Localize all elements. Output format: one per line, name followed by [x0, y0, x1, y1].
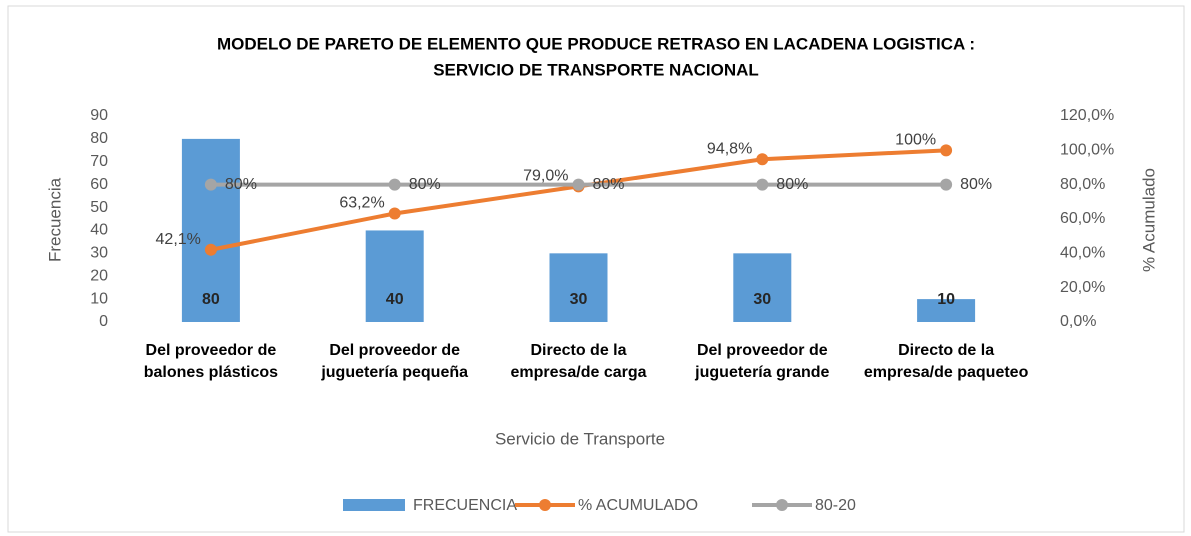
line-point: [940, 144, 953, 157]
bar-value-label: 30: [753, 291, 771, 308]
bar-value-label: 30: [570, 291, 588, 308]
bar: [365, 230, 424, 322]
y2-tick-label: 40,0%: [1060, 245, 1105, 262]
legend-label: % ACUMULADO: [578, 497, 698, 514]
line-value-label: 94,8%: [707, 140, 752, 157]
x-tick-label-box: Del proveedor de juguetería pequeña: [321, 342, 469, 381]
y-tick-label: 20: [90, 267, 108, 284]
x-tick-label: Directo de la empresa/de carga: [510, 342, 647, 381]
x-axis-title: Servicio de Transporte: [495, 429, 665, 448]
line-value-label: 80%: [776, 176, 808, 193]
line-point: [756, 153, 769, 166]
line-point: [204, 243, 217, 256]
y-tick-label: 80: [90, 130, 108, 147]
y2-tick-label: 20,0%: [1060, 279, 1105, 296]
y2-tick-label: 60,0%: [1060, 210, 1105, 227]
line-point: [756, 178, 769, 191]
bar: [733, 253, 792, 322]
x-tick-label-box: Directo de la empresa/de paqueteo: [863, 342, 1029, 381]
x-tick-label: Del proveedor de juguetería pequeña: [321, 342, 469, 381]
bar: [181, 138, 240, 322]
line-value-label: 63,2%: [339, 195, 384, 212]
y-tick-label: 10: [90, 290, 108, 307]
y2-axis-title: % Acumulado: [1139, 168, 1158, 272]
line-value-label: 42,1%: [156, 231, 201, 248]
line-point: [388, 178, 401, 191]
y-tick-label: 90: [90, 107, 108, 124]
legend-label: FRECUENCIA: [413, 497, 517, 514]
bar: [549, 253, 608, 322]
bar-value-label: 80: [202, 291, 220, 308]
bar-value-label: 40: [386, 291, 404, 308]
y2-tick-label: 120,0%: [1060, 107, 1114, 124]
x-tick-label: Directo de la empresa/de paqueteo: [863, 342, 1029, 381]
x-tick-label-box: Del proveedor de juguetería grande: [695, 342, 830, 381]
y-tick-label: 30: [90, 245, 108, 262]
line-point: [940, 178, 953, 191]
line-value-label: 80%: [225, 176, 257, 193]
line-value-label: 80%: [409, 176, 441, 193]
y-tick-label: 40: [90, 222, 108, 239]
y-tick-label: 0: [99, 313, 108, 330]
x-tick-label: Del proveedor de juguetería grande: [695, 342, 830, 381]
legend-swatch: [343, 499, 405, 511]
legend-swatch: [539, 499, 551, 511]
x-tick-label-box: Del proveedor de balones plásticos: [143, 342, 279, 381]
bar-value-label: 10: [937, 291, 955, 308]
line-value-label: 100%: [895, 132, 936, 149]
line-point: [204, 178, 217, 191]
y-tick-label: 50: [90, 199, 108, 216]
line-value-label: 80%: [960, 176, 992, 193]
line-point: [572, 178, 585, 191]
line-value-label: 79,0%: [523, 168, 568, 185]
chart-title: SERVICIO DE TRANSPORTE NACIONAL: [433, 60, 759, 79]
y-tick-label: 70: [90, 153, 108, 170]
y-tick-label: 60: [90, 176, 108, 193]
y-axis-title: Frecuencia: [45, 177, 64, 262]
line-point: [388, 207, 401, 220]
y2-tick-label: 0,0%: [1060, 313, 1096, 330]
y2-tick-label: 80,0%: [1060, 176, 1105, 193]
line-value-label: 80%: [593, 176, 625, 193]
bar: [917, 299, 976, 322]
legend-label: 80-20: [815, 497, 856, 514]
legend-swatch: [776, 499, 788, 511]
chart-title: MODELO DE PARETO DE ELEMENTO QUE PRODUCE…: [217, 34, 975, 53]
y2-tick-label: 100,0%: [1060, 142, 1114, 159]
x-tick-label-box: Directo de la empresa/de carga: [510, 342, 647, 381]
x-tick-label: Del proveedor de balones plásticos: [143, 342, 279, 381]
